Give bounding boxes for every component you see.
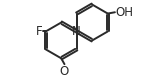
Text: F: F — [36, 25, 42, 38]
Text: OH: OH — [116, 6, 134, 19]
Text: O: O — [59, 65, 69, 78]
Text: N: N — [72, 25, 81, 38]
